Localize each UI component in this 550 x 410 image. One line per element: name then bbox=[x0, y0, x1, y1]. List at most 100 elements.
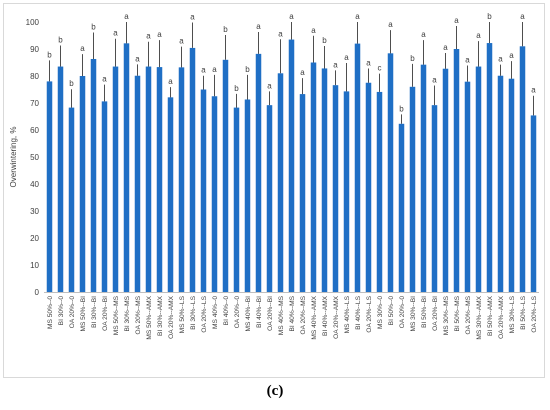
bar bbox=[79, 76, 86, 292]
significance-letter: a bbox=[80, 44, 85, 53]
x-tick-label: OA 20%--BI bbox=[432, 296, 439, 331]
x-tick-label: MS 50%--0 bbox=[47, 296, 54, 329]
x-tick-label: OA 20%--MS bbox=[465, 295, 472, 334]
significance-letter: a bbox=[256, 22, 261, 31]
y-tick-label: 100 bbox=[26, 18, 40, 27]
significance-letter: a bbox=[146, 32, 151, 41]
significance-letter: a bbox=[168, 77, 173, 86]
bar bbox=[442, 68, 449, 293]
bars-group bbox=[46, 39, 537, 293]
panel-label: (c) bbox=[266, 383, 284, 399]
x-tick-label: OA 20%--BI bbox=[267, 296, 274, 331]
x-tick-label: BI 40%--LS bbox=[355, 295, 362, 329]
significance-letter: b bbox=[47, 50, 52, 59]
bar bbox=[354, 43, 361, 292]
significance-letter: a bbox=[267, 81, 272, 90]
x-tick-label: BI 50%--LS bbox=[520, 295, 527, 329]
bar bbox=[68, 107, 75, 292]
bar bbox=[475, 66, 482, 292]
y-tick-label: 30 bbox=[30, 207, 39, 216]
bar bbox=[167, 97, 174, 292]
significance-letter: a bbox=[300, 68, 305, 77]
y-tick-label: 10 bbox=[30, 261, 39, 270]
y-tick-label: 50 bbox=[30, 153, 39, 162]
x-tick-label: MS 30%--BI bbox=[410, 296, 417, 332]
bar bbox=[343, 91, 350, 292]
x-tick-label: BI 30%--MS bbox=[124, 295, 131, 331]
significance-letter: b bbox=[410, 54, 415, 63]
x-tick-label: MS 50%--BI bbox=[80, 296, 87, 332]
significance-letter: a bbox=[388, 20, 393, 29]
bar bbox=[530, 115, 537, 292]
significance-letter: b bbox=[245, 65, 250, 74]
x-tick-label: MS 40%--AMX bbox=[311, 295, 318, 339]
significance-letter: a bbox=[443, 43, 448, 52]
significance-letter: a bbox=[498, 55, 503, 64]
bar bbox=[486, 43, 493, 293]
significance-letter: b bbox=[487, 12, 492, 21]
x-tick-label: BI 50%--MS bbox=[454, 295, 461, 331]
x-tick-label: BI 30%--0 bbox=[58, 296, 65, 326]
error-bars-group bbox=[49, 22, 534, 124]
significance-letter: b bbox=[69, 79, 74, 88]
bar bbox=[519, 46, 526, 292]
significance-letter: a bbox=[454, 16, 459, 25]
bar bbox=[310, 62, 317, 292]
x-tick-label: OA 20%--AMX bbox=[498, 295, 505, 338]
x-tick-label: BI 40%--AMX bbox=[322, 295, 329, 336]
bar bbox=[211, 96, 218, 292]
significance-letter: a bbox=[102, 75, 107, 84]
y-axis-title: Overwintering, % bbox=[9, 127, 18, 188]
bar bbox=[453, 49, 460, 292]
x-tick-label: OA 20%--LS bbox=[201, 295, 208, 332]
y-tick-label: 40 bbox=[30, 180, 39, 189]
x-tick-label: OA 20%--0 bbox=[234, 296, 241, 329]
x-tick-label: BI 30%--LS bbox=[190, 295, 197, 329]
significance-letter: a bbox=[190, 13, 195, 22]
significance-letter: a bbox=[531, 86, 536, 95]
bar bbox=[376, 91, 383, 293]
x-tick-label: OA 20%--LS bbox=[531, 295, 538, 332]
bar bbox=[222, 59, 229, 292]
x-tick-label: BI 50%--AMX bbox=[487, 295, 494, 336]
significance-letter: b bbox=[399, 104, 404, 113]
x-tick-label: OA 20%--BI bbox=[102, 296, 109, 331]
bar bbox=[57, 66, 64, 292]
bar bbox=[431, 105, 438, 292]
bar bbox=[101, 101, 108, 292]
significance-letter: a bbox=[520, 12, 525, 21]
bar bbox=[365, 82, 372, 292]
x-tick-label: OA 20%--0 bbox=[69, 296, 76, 329]
y-tick-label: 90 bbox=[30, 45, 39, 54]
significance-letter: a bbox=[333, 60, 338, 69]
significance-letter: a bbox=[135, 54, 140, 63]
bar bbox=[266, 105, 273, 292]
bar-chart: Overwintering, % 0102030405060708090100 … bbox=[9, 12, 539, 340]
x-axis-labels-group: MS 50%--0 BI 30%--0 OA 20%--0 MS 50%--BI BI … bbox=[47, 295, 538, 339]
bar bbox=[46, 81, 53, 293]
x-tick-label: OA 20%--AMX bbox=[333, 295, 340, 338]
x-tick-label: MS 40%--LS bbox=[344, 295, 351, 333]
significance-letter: b bbox=[322, 36, 327, 45]
significance-letter: a bbox=[344, 53, 349, 62]
bar bbox=[464, 81, 471, 292]
bar bbox=[145, 66, 152, 292]
significance-letter: b bbox=[223, 25, 228, 34]
bar bbox=[156, 67, 163, 292]
significance-letter: a bbox=[421, 30, 426, 39]
x-tick-label: MS 40%--MS bbox=[278, 295, 285, 335]
significance-letter: b bbox=[91, 23, 96, 32]
bar bbox=[178, 67, 185, 292]
x-tick-label: OA 20%--AMX bbox=[168, 295, 175, 338]
bar bbox=[233, 107, 240, 292]
x-tick-label: BI 50%--BI bbox=[421, 296, 428, 328]
significance-letter: a bbox=[212, 65, 217, 74]
x-tick-label: MS 40%--0 bbox=[212, 296, 219, 329]
x-tick-label: MS 30%--0 bbox=[377, 296, 384, 329]
x-tick-label: MS 30%--AMX bbox=[476, 295, 483, 339]
significance-letter: a bbox=[179, 37, 184, 46]
y-tick-label: 70 bbox=[30, 99, 39, 108]
chart-area: Overwintering, % 0 10 20 30 40 50 60 70 80 90 100 … bbox=[3, 3, 545, 378]
bar bbox=[123, 43, 130, 292]
